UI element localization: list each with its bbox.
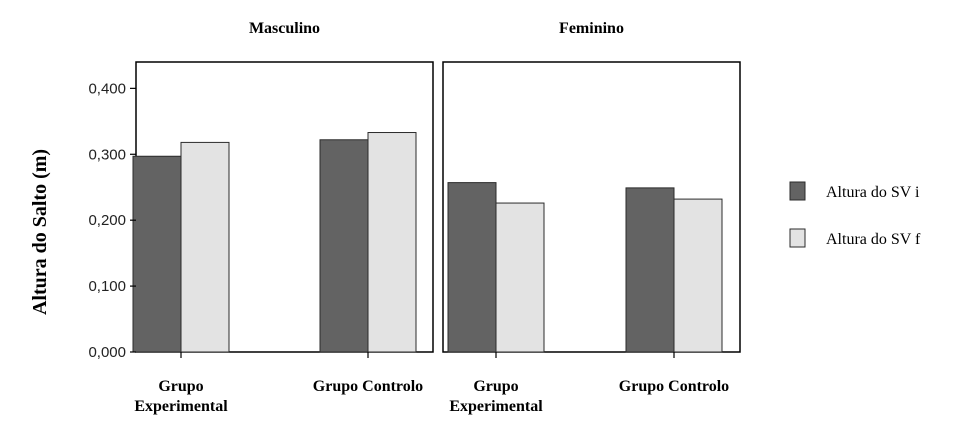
y-tick-label: 0,100	[88, 278, 126, 295]
y-tick-label: 0,200	[88, 212, 126, 229]
panel-masculino: Masculino Grupo Experimental Grupo Controlo	[132, 20, 434, 415]
y-tick-label: 0,400	[88, 80, 126, 97]
panel-feminino: Feminino Grupo Experimental Grupo Controlo	[442, 20, 741, 415]
bar-sv-f	[180, 141, 230, 353]
legend-label: Altura do SV f	[826, 231, 921, 248]
legend-swatch-sv-f	[789, 228, 806, 248]
category-label: Grupo Controlo	[313, 378, 423, 395]
bar-sv-i	[447, 182, 497, 353]
category-label: Grupo Controlo	[619, 378, 729, 395]
panel-title: Masculino	[249, 20, 320, 37]
bar-sv-f	[495, 202, 545, 353]
y-tick-label: 0,300	[88, 146, 126, 163]
y-axis-title: Altura do Salto (m)	[29, 149, 51, 315]
bar-sv-f	[367, 132, 417, 353]
bar-sv-i	[319, 139, 369, 353]
legend-label: Altura do SV i	[826, 184, 920, 201]
bar-sv-i	[625, 187, 675, 353]
bar-sv-f	[673, 198, 723, 353]
legend-swatch-sv-i	[789, 181, 806, 201]
y-tick-label: 0,000	[88, 344, 126, 361]
category-label: Grupo Experimental	[449, 378, 543, 415]
panel-title: Feminino	[559, 20, 624, 37]
category-label: Grupo Experimental	[134, 378, 228, 415]
bar-sv-i	[132, 155, 182, 353]
